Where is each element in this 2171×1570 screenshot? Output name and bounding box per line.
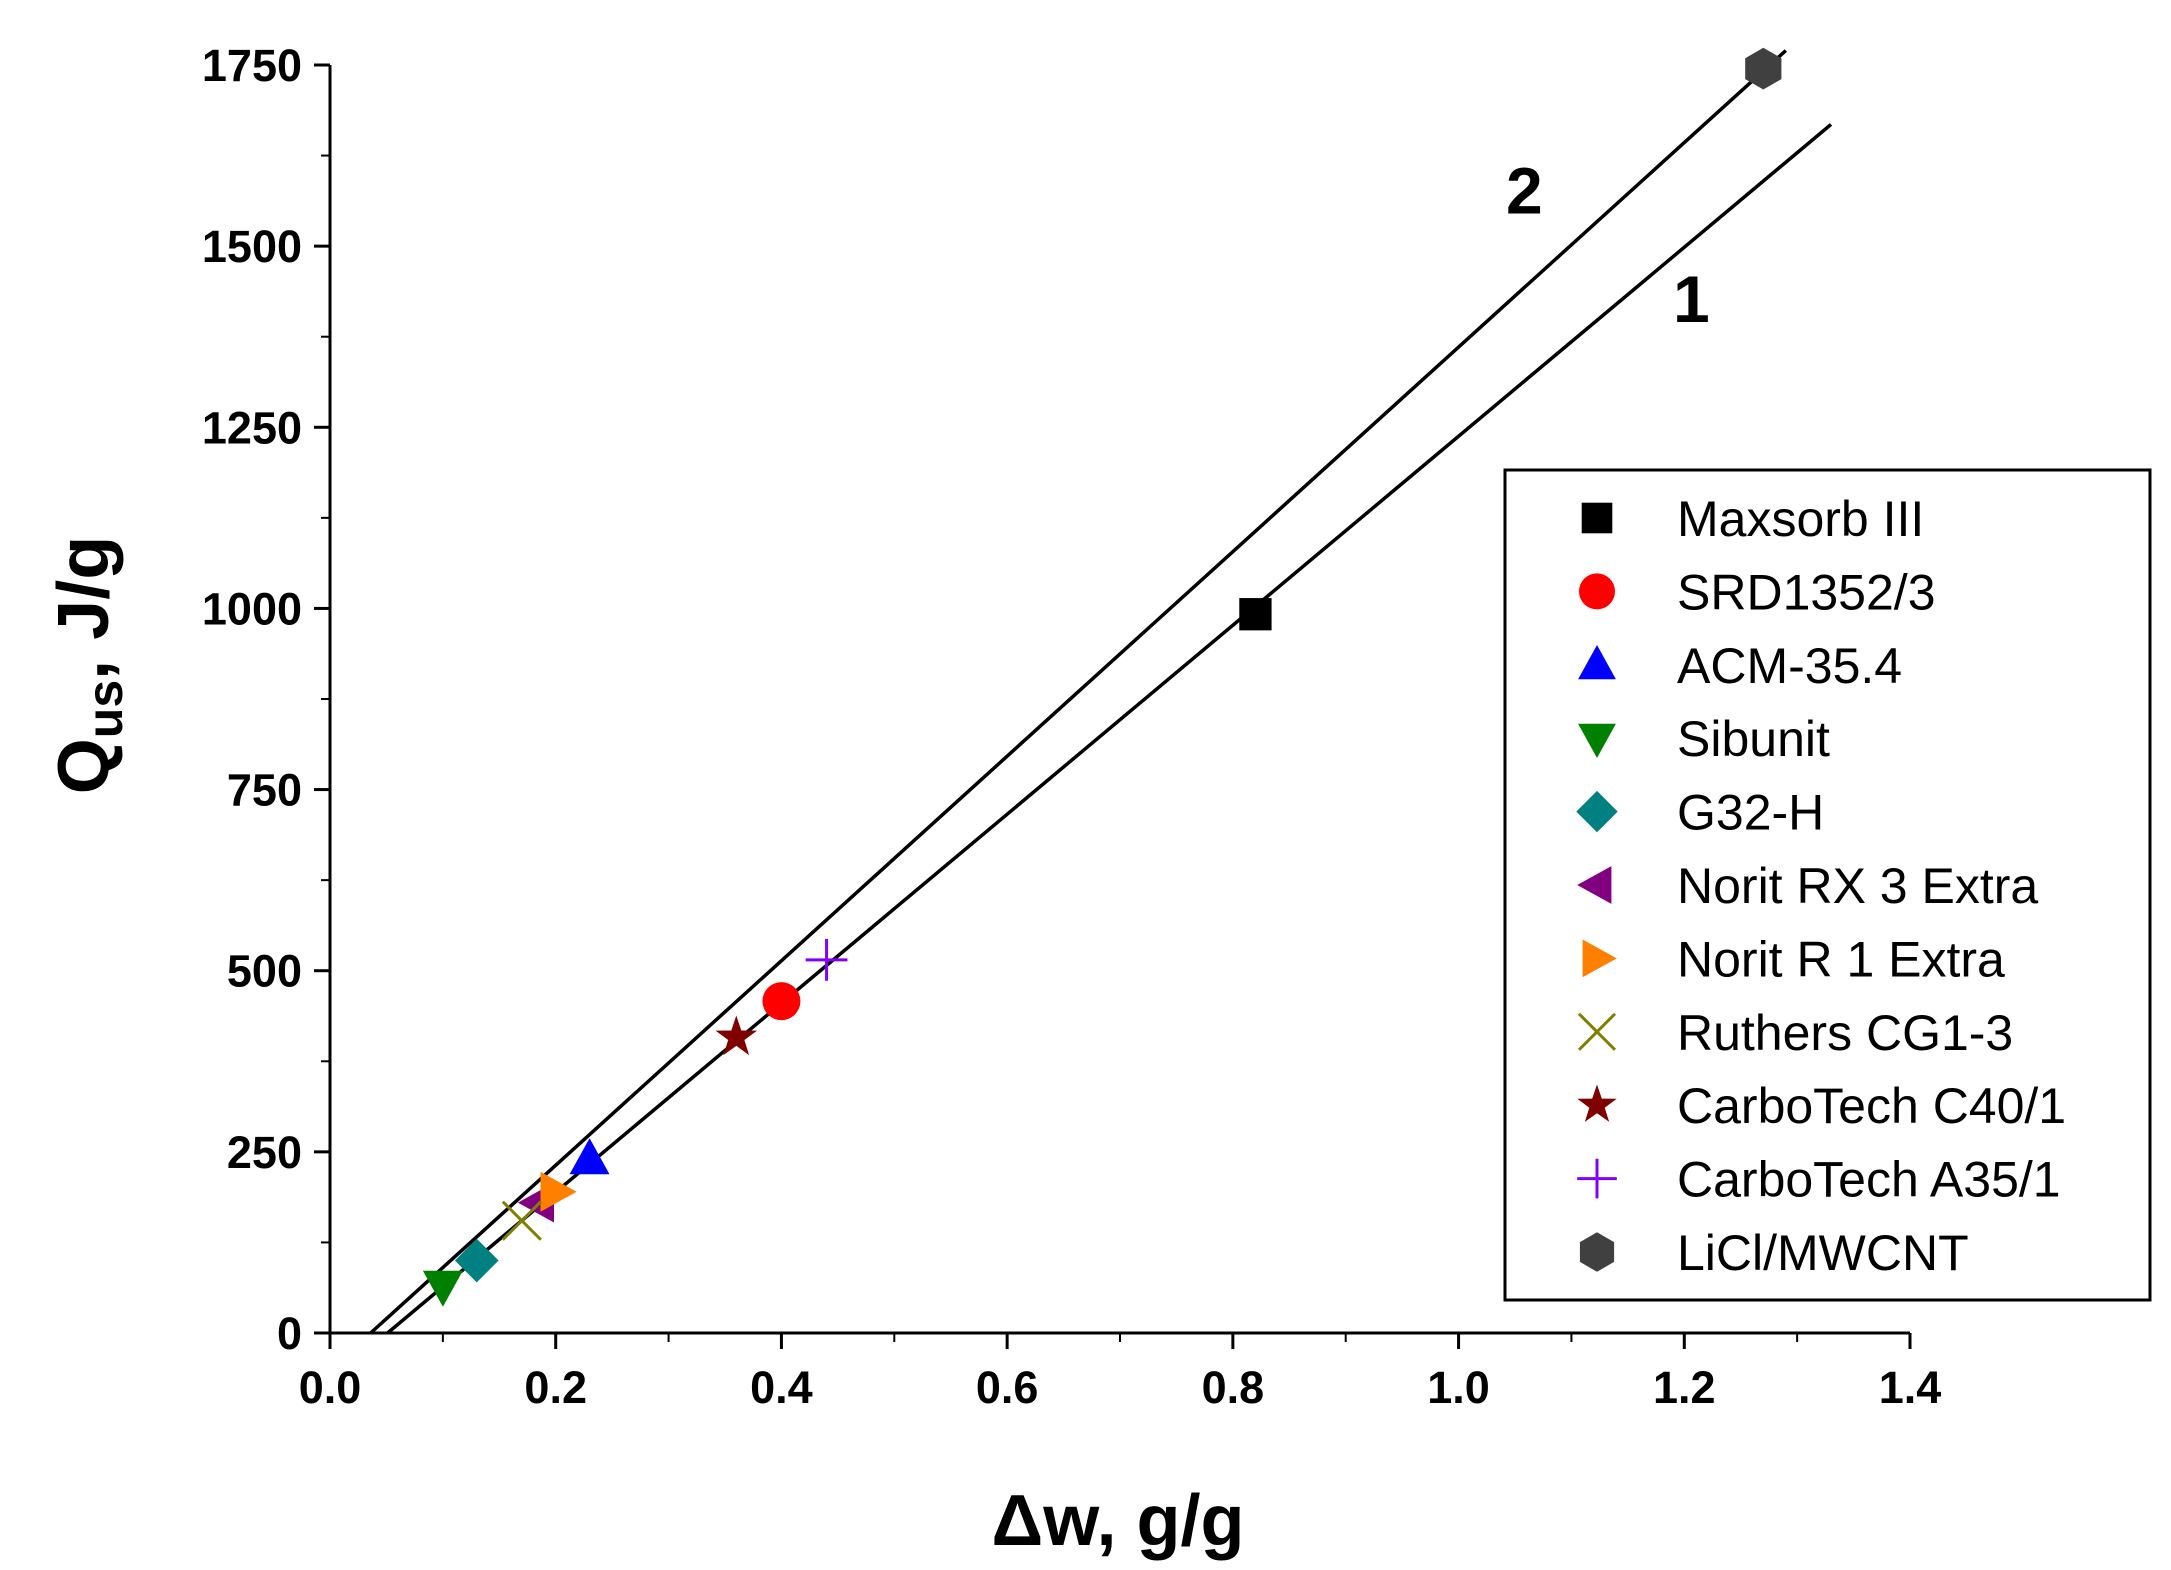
fit-line-label-1: 1 bbox=[1673, 262, 1710, 336]
data-point bbox=[569, 1138, 610, 1175]
data-point bbox=[1745, 47, 1782, 90]
x-tick-label: 1.2 bbox=[1653, 1362, 1716, 1413]
y-axis-title: Qus, J/g bbox=[44, 536, 133, 794]
data-markers bbox=[422, 47, 1782, 1307]
legend-marker bbox=[1579, 1232, 1615, 1272]
legend-label: CarboTech C40/1 bbox=[1677, 1078, 2066, 1134]
data-point bbox=[540, 1171, 577, 1212]
legend-label: G32-H bbox=[1677, 785, 1824, 841]
data-point bbox=[1239, 598, 1272, 631]
x-tick-label: 0.2 bbox=[524, 1362, 587, 1413]
data-point bbox=[762, 982, 801, 1021]
legend-label: LiCl/MWCNT bbox=[1677, 1225, 1969, 1281]
legend-label: CarboTech A35/1 bbox=[1677, 1152, 2061, 1208]
legend-label: Norit R 1 Extra bbox=[1677, 931, 2005, 987]
fit-lines: 12 bbox=[369, 49, 1833, 1335]
y-tick-label: 1250 bbox=[202, 402, 302, 453]
legend-marker bbox=[1578, 723, 1616, 758]
y-tick-label: 250 bbox=[227, 1127, 302, 1178]
y-tick-label: 1750 bbox=[202, 40, 302, 91]
legend: Maxsorb III SRD1352/3 ACM-35.4 Sibunit G32-H… bbox=[1503, 468, 2152, 1302]
x-axis-title: Δw, g/g bbox=[991, 1481, 1244, 1561]
y-axis-title-rest: , J/g bbox=[44, 536, 124, 680]
y-tick-label: 500 bbox=[227, 946, 302, 997]
x-tick-label: 0.4 bbox=[750, 1362, 813, 1413]
legend-label: Sibunit bbox=[1677, 711, 1830, 767]
fit-line-label-2: 2 bbox=[1506, 154, 1543, 228]
y-tick-label: 1500 bbox=[202, 221, 302, 272]
data-point bbox=[805, 938, 848, 981]
legend-label: Maxsorb III bbox=[1677, 491, 1924, 547]
legend-marker bbox=[1577, 1084, 1617, 1122]
y-tick-label: 1000 bbox=[202, 583, 302, 634]
x-tick-label: 1.0 bbox=[1427, 1362, 1490, 1413]
legend-marker bbox=[1577, 1012, 1617, 1051]
fit-line-1 bbox=[386, 123, 1833, 1335]
fit-line-2 bbox=[369, 49, 1788, 1335]
legend-box bbox=[1503, 468, 2152, 1302]
legend-marker bbox=[1581, 502, 1613, 534]
x-tick-label: 0.6 bbox=[976, 1362, 1039, 1413]
y-axis-title-main: Q bbox=[44, 738, 124, 794]
legend-marker bbox=[1577, 866, 1612, 904]
x-tick-label: 0.8 bbox=[1202, 1362, 1265, 1413]
x-tick-label: 0.0 bbox=[299, 1362, 362, 1413]
legend-label: Norit RX 3 Extra bbox=[1677, 858, 2038, 914]
legend-marker bbox=[1582, 939, 1617, 978]
data-point bbox=[454, 1238, 499, 1283]
data-point bbox=[501, 1200, 542, 1241]
data-point bbox=[422, 1270, 463, 1307]
legend-marker bbox=[1576, 790, 1618, 833]
data-point bbox=[715, 1015, 758, 1056]
legend-marker bbox=[1579, 573, 1615, 610]
legend-label: Ruthers CG1-3 bbox=[1677, 1005, 2013, 1061]
legend-label: ACM-35.4 bbox=[1677, 638, 1902, 694]
x-tick-label: 1.4 bbox=[1879, 1362, 1942, 1413]
axes: 0.0 0.2 0.4 0.6 0.8 1.0 1.2 1.40250500750100012… bbox=[202, 40, 1941, 1413]
y-axis-title-sub: us bbox=[77, 680, 133, 738]
y-tick-label: 750 bbox=[227, 765, 302, 816]
legend-marker bbox=[1578, 645, 1616, 680]
legend-marker bbox=[1577, 1158, 1617, 1199]
y-tick-label: 0 bbox=[277, 1308, 302, 1359]
legend-label: SRD1352/3 bbox=[1677, 564, 1936, 620]
